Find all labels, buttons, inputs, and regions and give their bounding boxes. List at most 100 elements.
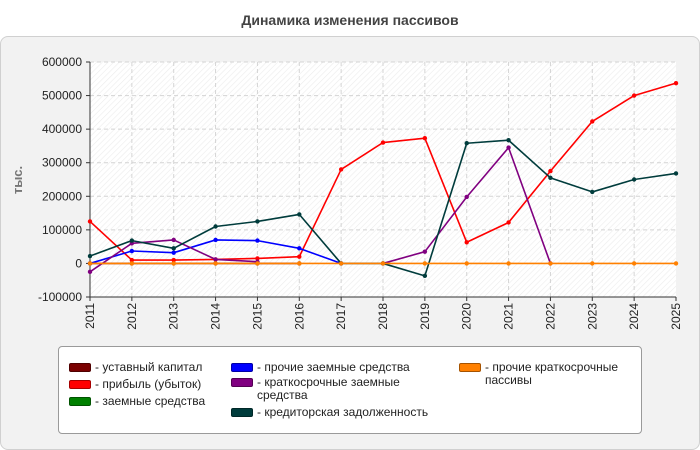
data-point — [338, 261, 344, 266]
data-point — [506, 261, 511, 266]
plot-area — [90, 62, 676, 297]
legend-swatch — [69, 380, 91, 389]
legend-swatch — [231, 363, 253, 372]
y-tick-label: 200000 — [42, 189, 82, 203]
legend-swatch — [231, 408, 253, 417]
data-point — [590, 189, 595, 195]
data-point — [464, 194, 469, 200]
legend-swatch — [69, 397, 91, 406]
x-tick-label: 2020 — [460, 303, 474, 330]
x-tick-label: 2023 — [585, 303, 599, 330]
legend-label: - прочие краткосрочные пассивы — [485, 360, 619, 387]
legend-label: - уставный капитал — [95, 360, 203, 374]
data-point — [506, 138, 511, 143]
data-point — [338, 167, 344, 172]
y-tick-label: 600000 — [42, 55, 82, 69]
data-point — [297, 254, 302, 259]
legend: - уставный капитал - прибыль (убыток) - … — [58, 346, 642, 434]
x-tick-label: 2013 — [167, 303, 181, 330]
x-tick-labels: 2011 2012 2013 2014 2015 2016 2017 2018 2019 2020… — [83, 303, 683, 330]
data-point — [673, 171, 679, 176]
data-point — [213, 261, 218, 266]
data-point — [297, 246, 302, 251]
data-point — [422, 273, 428, 279]
data-point — [422, 136, 428, 141]
data-point — [129, 261, 135, 266]
legend-label: - заемные средства — [95, 394, 206, 408]
data-point — [87, 219, 93, 224]
x-tick-label: 2021 — [502, 303, 516, 330]
series-group — [87, 80, 679, 279]
y-tick-label: 400000 — [42, 122, 82, 136]
legend-label: - краткосрочные заемные средства — [257, 375, 400, 402]
legend-label: - прибыль (убыток) — [95, 377, 202, 391]
y-tick-label: 100000 — [42, 223, 82, 237]
data-point — [422, 249, 428, 254]
y-tick-labels: -100000 0 100000 200000 300000 400000 500000 60… — [38, 55, 82, 304]
data-point — [255, 219, 260, 224]
data-point — [255, 261, 260, 266]
data-point — [631, 177, 637, 182]
data-point — [171, 250, 176, 255]
data-point — [631, 261, 637, 266]
x-tick-label: 2012 — [125, 303, 139, 330]
data-point — [590, 119, 595, 124]
data-point — [129, 238, 135, 243]
series-1 — [87, 80, 679, 263]
data-point — [171, 261, 176, 266]
data-point — [464, 261, 469, 266]
data-point — [171, 246, 176, 251]
y-axis-label: тыс. — [10, 166, 25, 194]
y-tick-label: 300000 — [42, 156, 82, 170]
x-tick-label: 2022 — [543, 303, 557, 330]
x-tick-label: 2011 — [83, 303, 97, 329]
y-tick-label: 500000 — [42, 89, 82, 103]
data-point — [213, 237, 218, 243]
data-point — [255, 238, 260, 243]
x-tick-label: 2017 — [334, 303, 348, 330]
data-point — [464, 141, 469, 146]
y-tick-label: -100000 — [38, 290, 82, 304]
legend-swatch — [459, 363, 481, 372]
data-point — [422, 261, 428, 266]
data-point — [297, 261, 302, 266]
data-point — [87, 261, 93, 266]
chart-title: Динамика изменения пассивов — [241, 12, 459, 28]
x-tick-label: 2019 — [418, 303, 432, 330]
data-point — [548, 175, 553, 181]
data-point — [297, 212, 302, 217]
data-point — [464, 240, 469, 245]
data-point — [213, 257, 218, 262]
legend-label: - прочие заемные средства — [257, 360, 410, 374]
series-6 — [87, 261, 679, 266]
legend-swatch — [69, 363, 91, 372]
x-tick-label: 2016 — [292, 303, 306, 330]
data-point — [590, 261, 595, 266]
legend-label: - кредиторская задолженность — [257, 405, 429, 419]
data-point — [87, 269, 93, 275]
data-point — [548, 261, 553, 266]
x-tick-label: 2018 — [376, 303, 390, 330]
data-point — [87, 253, 93, 259]
data-point — [129, 248, 135, 254]
data-point — [506, 220, 511, 225]
data-point — [506, 145, 511, 150]
data-point — [171, 237, 176, 243]
x-tick-label: 2015 — [250, 303, 264, 330]
data-point — [380, 261, 386, 266]
x-tick-label: 2014 — [209, 303, 223, 330]
x-tick-label: 2024 — [627, 303, 641, 330]
data-point — [255, 256, 260, 261]
x-tick-label: 2025 — [669, 303, 683, 330]
y-tick-label: 0 — [75, 256, 82, 270]
data-point — [673, 80, 679, 86]
data-point — [548, 168, 553, 174]
data-point — [673, 261, 679, 266]
data-point — [213, 224, 218, 229]
legend-swatch — [231, 378, 253, 387]
data-point — [631, 93, 637, 98]
data-point — [380, 140, 386, 145]
data-point — [171, 257, 176, 263]
data-point — [129, 257, 135, 263]
